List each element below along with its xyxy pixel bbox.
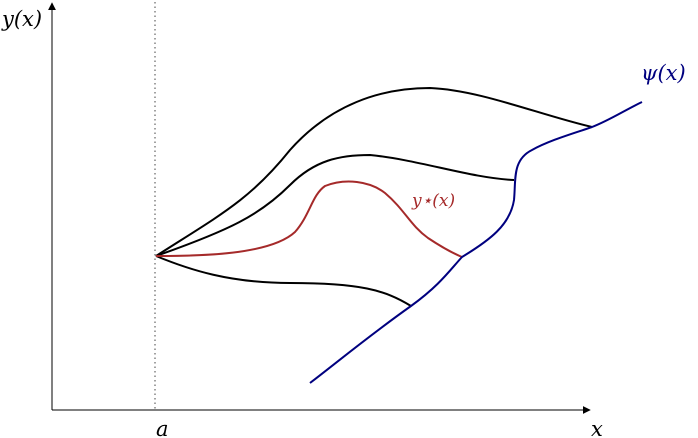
curve-lower (155, 255, 412, 307)
y-star-label: y⋆(x) (411, 191, 455, 211)
curve-middle (155, 153, 515, 257)
curve-upper (155, 86, 593, 257)
a-label: a (156, 417, 169, 438)
psi-label: ψ(x) (641, 61, 686, 85)
curve-psi (309, 101, 643, 384)
y-axis-label: y(x) (1, 7, 42, 31)
x-axis-label: x (591, 417, 603, 438)
curve-optimal (155, 180, 463, 258)
